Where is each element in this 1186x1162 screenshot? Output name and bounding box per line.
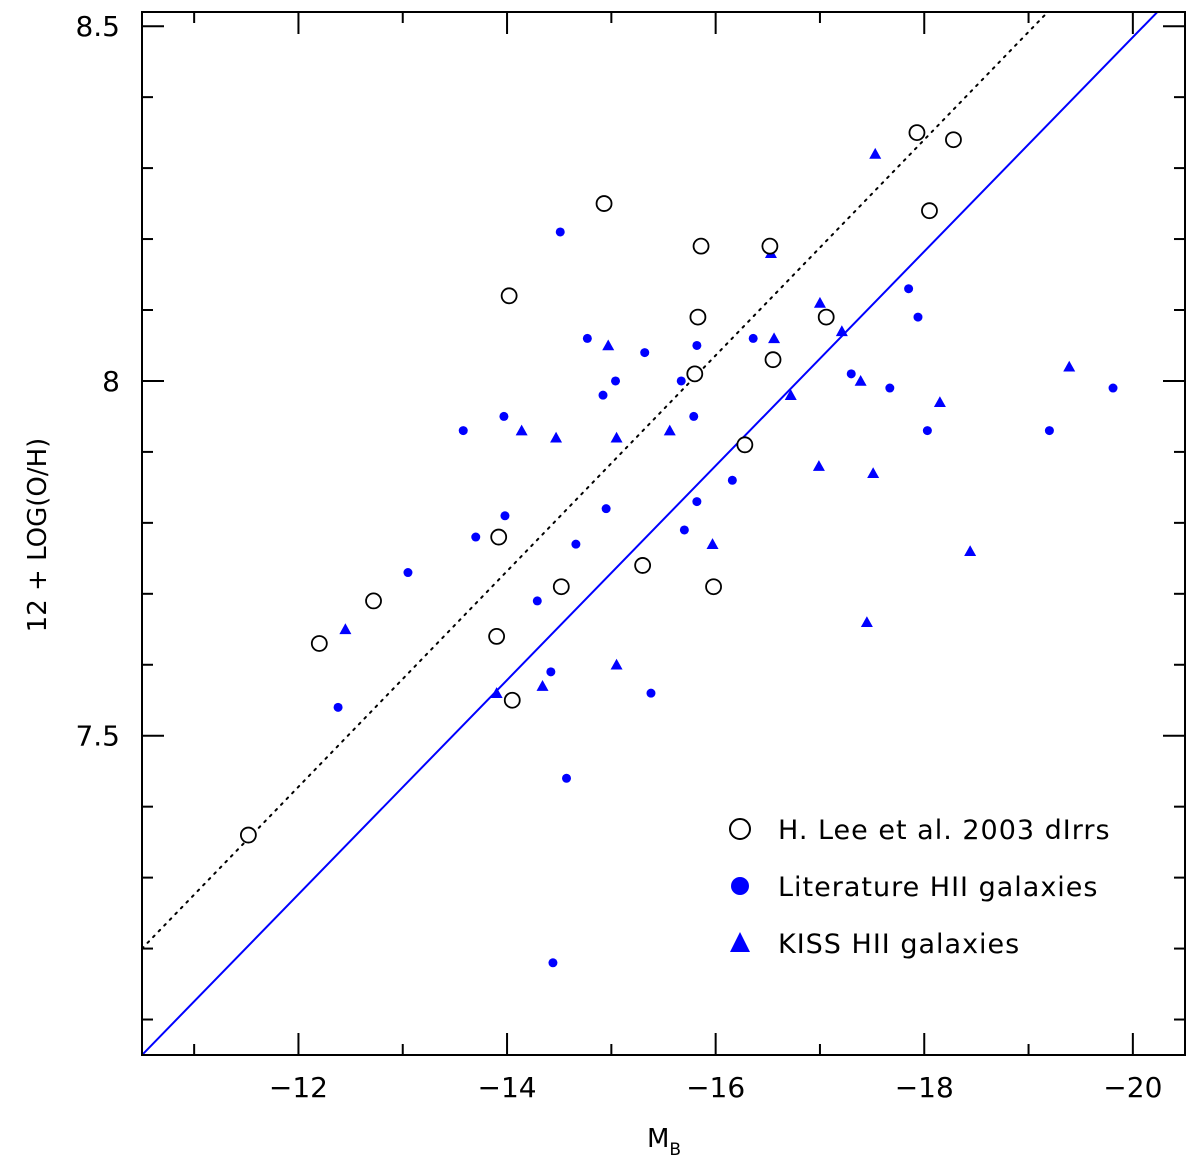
kiss-point	[835, 325, 848, 337]
literature-point	[532, 596, 542, 606]
lee-point	[705, 578, 722, 596]
data-points	[239, 124, 1118, 968]
legend-label: H. Lee et al. 2003 dIrrs	[778, 815, 1111, 846]
y-tick-label: 8.5	[75, 10, 120, 43]
legend-label: Literature HII galaxies	[778, 872, 1099, 903]
kiss-point	[663, 424, 676, 436]
kiss-point	[706, 538, 719, 549]
kiss-point	[813, 296, 826, 308]
lee-point	[692, 237, 710, 255]
fit-lines	[142, 12, 1159, 1055]
legend: H. Lee et al. 2003 dIrrs Literature HII g…	[729, 815, 1111, 960]
kiss-point	[339, 623, 352, 635]
literature-point	[922, 426, 932, 436]
kiss-point	[490, 687, 503, 698]
lee-point	[761, 237, 779, 255]
literature-point	[846, 369, 856, 379]
lee-point	[921, 202, 938, 220]
literature-point	[471, 532, 481, 542]
lee-point	[488, 627, 506, 645]
literature-point	[640, 348, 650, 358]
literature-point	[601, 504, 611, 514]
literature-point	[548, 958, 558, 968]
dotted-fit-line	[142, 12, 1050, 950]
literature-point	[562, 773, 572, 783]
lee-point	[945, 131, 962, 149]
lee-point	[686, 365, 704, 383]
literature-point	[499, 411, 509, 421]
kiss-point	[610, 431, 623, 443]
literature-point	[692, 340, 702, 350]
lee-point	[764, 351, 782, 369]
literature-point	[458, 426, 468, 436]
x-tick-label: −18	[895, 1071, 954, 1104]
legend-filled-circle-icon	[731, 877, 749, 895]
kiss-point	[933, 396, 946, 408]
kiss-point	[964, 545, 977, 557]
kiss-point	[854, 374, 867, 386]
literature-point	[904, 284, 914, 294]
literature-point	[727, 475, 737, 485]
literature-point	[555, 227, 565, 237]
lee-point	[689, 308, 707, 326]
literature-point	[571, 539, 581, 549]
kiss-point	[869, 147, 882, 159]
kiss-point	[536, 680, 549, 691]
literature-point	[333, 702, 343, 712]
literature-point	[611, 376, 621, 386]
literature-point	[1044, 426, 1054, 436]
legend-open-circle-icon	[729, 818, 751, 840]
kiss-point	[860, 616, 873, 627]
kiss-point	[610, 658, 623, 670]
lee-point	[239, 826, 257, 844]
literature-point	[676, 376, 686, 386]
lee-point	[908, 124, 926, 142]
literature-point	[689, 411, 699, 421]
lee-point	[634, 557, 652, 574]
x-tick-label: −14	[478, 1071, 537, 1104]
lee-point	[503, 691, 521, 709]
literature-point	[885, 383, 895, 393]
literature-point	[546, 667, 556, 677]
literature-point	[748, 333, 758, 343]
kiss-point	[784, 389, 797, 400]
literature-point	[1108, 383, 1118, 393]
kiss-point	[867, 467, 880, 478]
legend-triangle-icon	[730, 932, 750, 952]
literature-point	[913, 312, 923, 322]
kiss-point	[515, 424, 528, 436]
kiss-point	[602, 339, 615, 351]
lee-point	[490, 528, 508, 546]
lee-point	[365, 592, 382, 610]
y-tick-label: 8	[102, 365, 120, 398]
x-tick-label: −16	[686, 1071, 745, 1104]
x-tick-label: −20	[1103, 1071, 1162, 1104]
plot-frame	[141, 11, 1186, 1056]
literature-point	[403, 568, 413, 578]
axis-ticks: −12 −14 −16 −18 −20 7.5 8 8.5	[75, 10, 1185, 1104]
literature-point	[598, 390, 608, 400]
kiss-point	[550, 431, 563, 443]
kiss-point	[768, 332, 781, 344]
lee-point	[310, 635, 328, 652]
y-axis-label: 12 + LOG(O/H)	[23, 438, 53, 633]
lee-point	[595, 195, 613, 212]
literature-point	[500, 511, 510, 521]
literature-point	[692, 497, 702, 507]
lee-point	[736, 436, 754, 454]
x-tick-label: −12	[269, 1071, 328, 1104]
y-tick-label: 7.5	[75, 720, 120, 753]
lee-point	[552, 578, 570, 596]
legend-label: KISS HII galaxies	[778, 929, 1020, 960]
solid-fit-line	[142, 12, 1159, 1055]
literature-point	[582, 333, 592, 343]
x-axis-label: MB	[647, 1124, 681, 1160]
lee-point	[500, 287, 518, 305]
kiss-point	[812, 460, 825, 471]
lee-point	[817, 308, 835, 326]
literature-point	[679, 525, 689, 535]
kiss-point	[1063, 360, 1076, 372]
literature-point	[646, 688, 656, 698]
